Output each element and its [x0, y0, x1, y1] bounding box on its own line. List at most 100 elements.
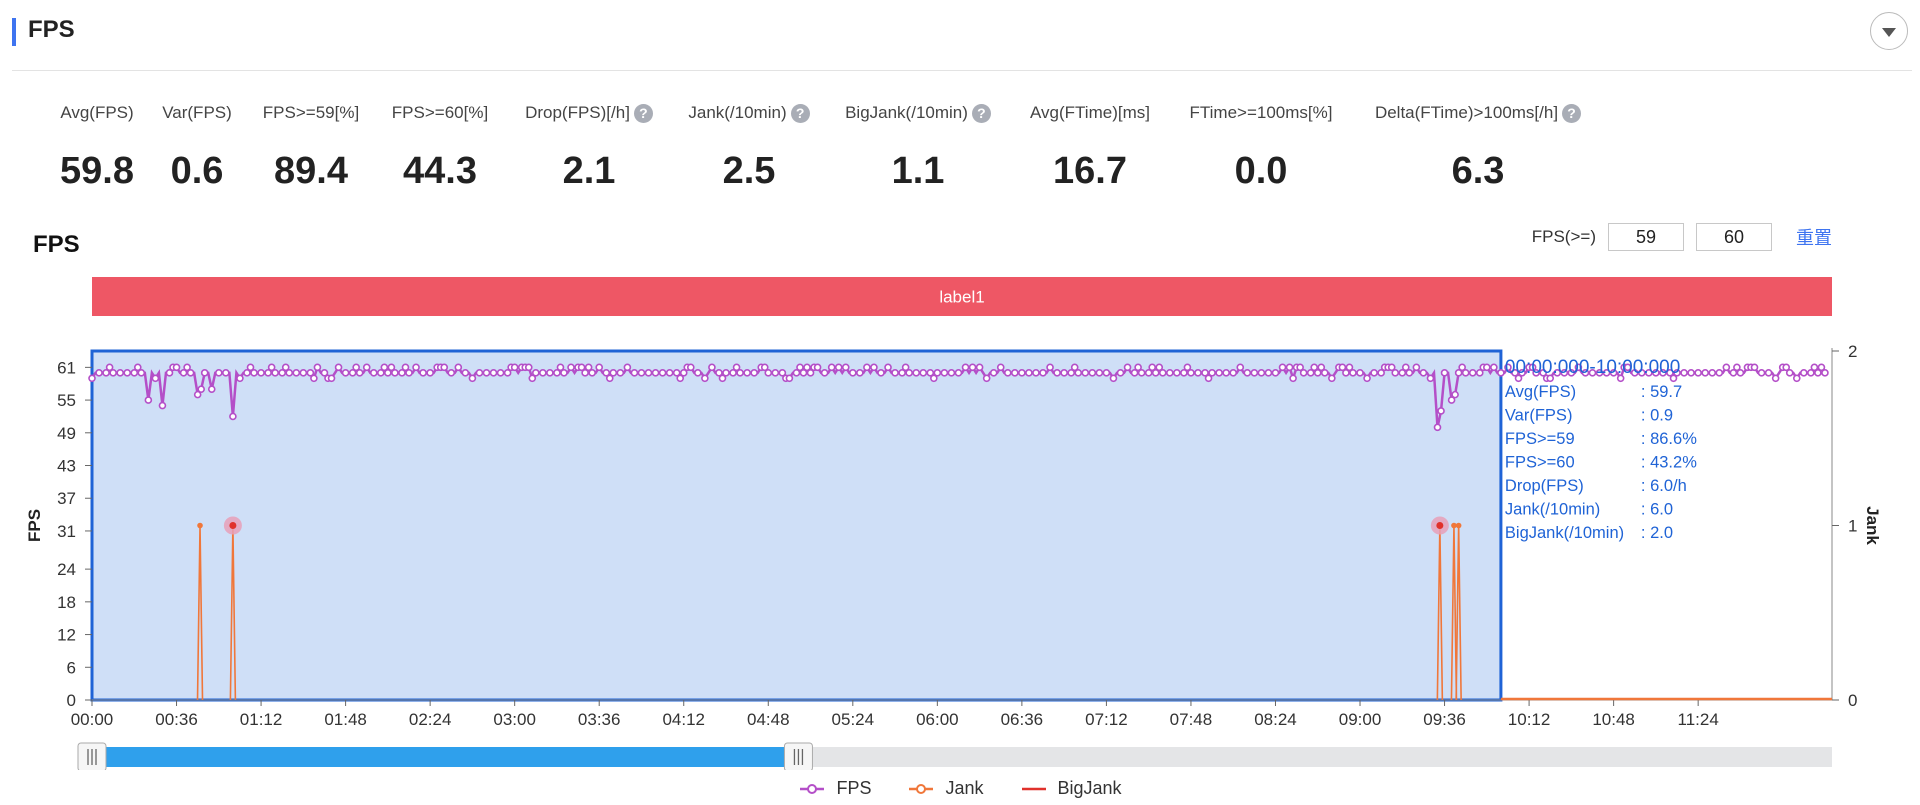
x-tick-label: 01:48 [324, 710, 367, 729]
selection-stat-value: : 43.2% [1641, 454, 1697, 472]
fps-point [528, 374, 537, 383]
metric-label: Avg(FPS) [0, 100, 247, 126]
help-icon[interactable]: ? [1562, 103, 1582, 123]
fps-point [750, 369, 758, 377]
fps-point [820, 369, 829, 377]
fps-point [1345, 363, 1354, 372]
x-tick-label: 07:48 [1170, 710, 1213, 729]
x-tick-label: 04:12 [662, 710, 705, 729]
legend-swatch-icon [800, 783, 825, 794]
fps-point [1764, 369, 1773, 377]
fps-point [1637, 369, 1646, 377]
legend-item-jank[interactable]: Jank [907, 778, 984, 799]
legend-swatch-icon [909, 783, 934, 794]
y-tick-label: 24 [57, 560, 76, 579]
y-tick-label: 12 [57, 626, 76, 645]
fps-point [137, 369, 146, 377]
fps-point [1032, 369, 1040, 377]
fps-point [1088, 369, 1097, 377]
fps-point [602, 369, 611, 377]
fps-point [1680, 369, 1688, 377]
metric-label: Var(FPS) [47, 100, 347, 126]
fps-point [1652, 369, 1660, 377]
x-tick-label: 09:36 [1423, 710, 1466, 729]
fps-point [1053, 369, 1061, 377]
threshold-low-input[interactable] [1608, 223, 1684, 251]
fps-point [1398, 369, 1407, 377]
fps-point [348, 369, 357, 377]
fps-point [401, 363, 410, 372]
fps-point [933, 369, 942, 377]
fps-point [553, 369, 561, 377]
metric-label-text: Var(FPS) [162, 103, 232, 122]
header-accent-bar [12, 18, 16, 46]
metric-label-text: FPS>=59[%] [262, 103, 360, 122]
fps-point [1025, 369, 1033, 377]
fps-point [863, 363, 871, 372]
y-tick-label: 43 [57, 457, 76, 476]
legend-item-bigjank[interactable]: BigJank [1020, 778, 1122, 799]
fps-point [651, 369, 660, 377]
fps-point [1257, 369, 1266, 377]
fps-point [1003, 369, 1012, 377]
fps-point [1095, 369, 1104, 377]
fps-point [1173, 369, 1181, 377]
x-tick-label: 11:24 [1678, 710, 1719, 729]
metric-value: 0.0 [1234, 150, 1288, 192]
metric-3: FPS>=60[%] 44.3 [290, 100, 590, 193]
fps-point [116, 369, 124, 377]
fps-point [1750, 363, 1759, 372]
metric-5: Jank(/10min)? 2.5 [599, 100, 899, 193]
fps-point [207, 385, 216, 393]
fps-point [1158, 369, 1167, 377]
fps-point [1708, 369, 1717, 377]
metric-9: Delta(FTime)>100ms[/h]? 6.3 [1328, 100, 1628, 193]
fps-point [792, 369, 801, 377]
y-tick-label: 61 [57, 358, 76, 377]
metric-label-text: BigJank(/10min) [845, 103, 968, 122]
fps-point [577, 363, 586, 372]
fps-point [912, 369, 921, 377]
fps-point [1645, 369, 1653, 377]
fps-point [1810, 363, 1819, 372]
fps-point [658, 369, 667, 377]
fps-point [1616, 374, 1625, 383]
chart-title: FPS [33, 231, 80, 258]
help-icon[interactable]: ? [971, 103, 991, 123]
y2-tick-label: 0 [1848, 691, 1857, 710]
fps-point [743, 369, 751, 377]
fps-point [616, 369, 625, 377]
metric-2: FPS>=59[%] 89.4 [161, 100, 461, 193]
fps-point [271, 369, 279, 377]
metric-label: BigJank(/10min)? [768, 100, 1068, 126]
legend-item-fps[interactable]: FPS [798, 778, 871, 799]
help-icon[interactable]: ? [790, 103, 810, 123]
collapse-button[interactable] [1870, 12, 1908, 50]
slider-handle-right[interactable] [783, 742, 813, 770]
fps-point [796, 363, 804, 372]
fps-point [1595, 369, 1604, 377]
fps-point [1602, 369, 1611, 377]
fps-point [1070, 363, 1079, 372]
selection-stat-label: Drop(FPS) [1505, 477, 1584, 495]
fps-point [605, 374, 614, 383]
fps-point [1130, 369, 1139, 377]
fps-point [461, 369, 470, 377]
fps-point [1412, 363, 1421, 372]
fps-point [968, 363, 977, 372]
metric-label-text: Drop(FPS)[/h] [525, 103, 630, 122]
fps-point [813, 363, 822, 372]
selection-range-label: 00:00:000-10:00:000 [1505, 357, 1680, 378]
fps-point [1673, 369, 1681, 377]
fps-point [1514, 374, 1523, 383]
fps-point [1426, 374, 1435, 383]
slider-handle-left[interactable] [77, 742, 107, 770]
fps-point [1208, 369, 1216, 377]
metric-value: 6.3 [1451, 150, 1505, 192]
threshold-high-input[interactable] [1696, 223, 1772, 251]
reset-link[interactable]: 重置 [1796, 228, 1832, 248]
selection-stat-label: FPS>=60 [1505, 454, 1575, 472]
x-tick-label: 09:00 [1339, 710, 1382, 729]
help-icon[interactable]: ? [633, 103, 653, 123]
fps-point [532, 369, 540, 377]
